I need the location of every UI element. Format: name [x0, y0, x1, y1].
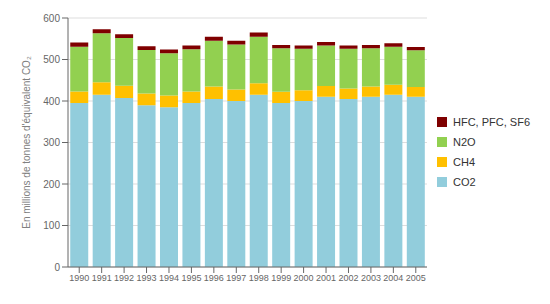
- svg-text:1994: 1994: [159, 273, 179, 283]
- svg-text:1995: 1995: [181, 273, 201, 283]
- svg-text:300: 300: [43, 137, 60, 148]
- svg-text:1993: 1993: [137, 273, 157, 283]
- svg-text:100: 100: [43, 220, 60, 231]
- svg-text:2000: 2000: [294, 273, 314, 283]
- html-text:CH4: CH4: [453, 156, 475, 168]
- svg-text:1991: 1991: [92, 273, 112, 283]
- svg-text:2002: 2002: [338, 273, 358, 283]
- html-text:HFC, PFC, SF6: HFC, PFC, SF6: [453, 116, 530, 128]
- svg-text:2004: 2004: [383, 273, 403, 283]
- svg-text:1997: 1997: [226, 273, 246, 283]
- svg-text:2001: 2001: [316, 273, 336, 283]
- svg-text:1996: 1996: [204, 273, 224, 283]
- svg-text:200: 200: [43, 179, 60, 190]
- svg-text:2005: 2005: [406, 273, 426, 283]
- svg-text:600: 600: [43, 13, 60, 24]
- html-text:CO2: CO2: [453, 176, 476, 188]
- svg-text:500: 500: [43, 54, 60, 65]
- svg-text:1990: 1990: [69, 273, 89, 283]
- svg-text:400: 400: [43, 96, 60, 107]
- svg-text:2003: 2003: [361, 273, 381, 283]
- html-text:N2O: N2O: [453, 136, 476, 148]
- svg-text:1998: 1998: [249, 273, 269, 283]
- svg-text:0: 0: [54, 262, 60, 273]
- svg-text:1992: 1992: [114, 273, 134, 283]
- svg-text:En millions de tonnes d'équiva: En millions de tonnes d'équivalent CO₂: [21, 56, 32, 229]
- svg-text:1999: 1999: [271, 273, 291, 283]
